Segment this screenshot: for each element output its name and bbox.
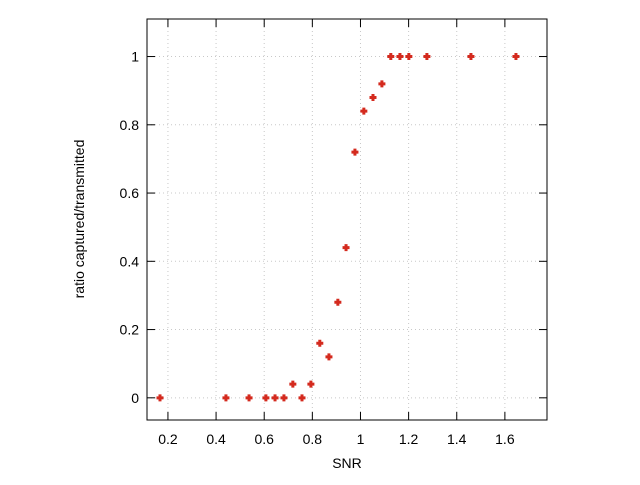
data-point [325,353,333,361]
data-point [298,394,306,402]
data-point [222,394,230,402]
y-tick-label: 0.4 [120,253,140,269]
data-point [512,53,520,61]
y-tick-label: 1 [131,49,139,65]
data-point [387,53,395,61]
data-point [316,339,324,347]
x-tick-label: 1.2 [399,431,419,447]
plot-frame [146,18,548,421]
data-point [423,53,431,61]
x-tick-label: 0.4 [206,431,226,447]
data-point [245,394,253,402]
data-point [378,80,386,88]
y-tick-label: 0.8 [120,117,140,133]
data-point [405,53,413,61]
x-tick-label: 0.2 [158,431,178,447]
data-point [307,380,315,388]
x-tick-label: 1 [357,431,365,447]
data-point [360,107,368,115]
x-tick-label: 1.6 [495,431,515,447]
data-point [351,148,359,156]
data-point [467,53,475,61]
data-point [396,53,404,61]
data-point [280,394,288,402]
data-point [156,394,164,402]
y-tick-label: 0 [131,390,139,406]
x-axis-label: SNR [332,455,362,471]
y-tick-label: 0.2 [120,322,140,338]
y-tick-label: 0.6 [120,185,140,201]
x-tick-label: 0.8 [303,431,323,447]
data-point [334,298,342,306]
data-point [271,394,279,402]
data-point [369,93,377,101]
x-tick-label: 0.6 [254,431,274,447]
data-point [289,380,297,388]
data-point [342,244,350,252]
data-point [262,394,270,402]
x-tick-label: 1.4 [447,431,467,447]
y-axis-label: ratio captured/transmitted [71,140,87,299]
